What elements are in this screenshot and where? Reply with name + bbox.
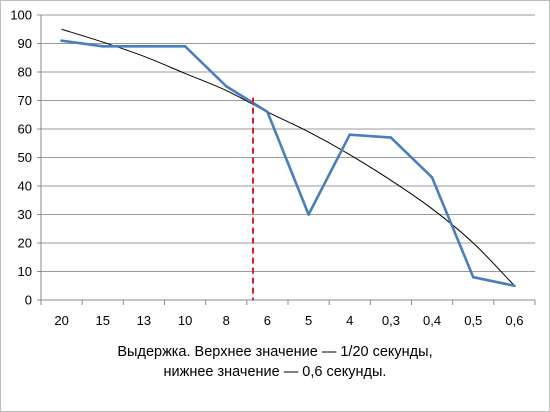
y-tick-label-40: 40 xyxy=(18,179,32,194)
x-tick-label-2: 13 xyxy=(137,313,151,328)
x-tick-label-5: 6 xyxy=(264,313,271,328)
data-point-0-10 xyxy=(471,275,475,279)
data-point-0-4 xyxy=(224,84,228,88)
data-point-0-0 xyxy=(60,39,63,42)
x-tick-label-6: 5 xyxy=(305,313,312,328)
x-tick-label-8: 0,3 xyxy=(382,313,400,328)
y-tick-label-50: 50 xyxy=(18,150,32,165)
y-tick-label-30: 30 xyxy=(18,207,32,222)
x-axis-caption: Выдержка. Верхнее значение — 1/20 секунд… xyxy=(1,342,549,382)
y-tick-label-10: 10 xyxy=(18,264,32,279)
data-point-0-9 xyxy=(430,176,434,179)
data-point-0-11 xyxy=(513,284,516,288)
data-point-0-3 xyxy=(183,45,187,48)
x-tick-label-11: 0,6 xyxy=(505,313,523,328)
trend-curve xyxy=(61,28,515,287)
x-tick-label-9: 0,4 xyxy=(423,313,441,328)
x-tick-label-0: 20 xyxy=(54,313,68,328)
x-tick-label-3: 10 xyxy=(178,313,192,328)
y-tick-label-20: 20 xyxy=(18,236,32,251)
data-point-0-6 xyxy=(307,213,310,216)
data-point-0-7 xyxy=(348,133,352,136)
y-tick-label-80: 80 xyxy=(18,65,32,80)
caption-line-2: нижнее значение — 0,6 секунды. xyxy=(163,364,387,380)
y-tick-label-90: 90 xyxy=(18,36,32,51)
x-tick-label-7: 4 xyxy=(346,313,353,328)
y-tick-label-100: 100 xyxy=(10,8,32,23)
data-point-0-5 xyxy=(266,110,269,114)
data-point-0-1 xyxy=(101,45,105,48)
y-tick-label-0: 0 xyxy=(25,293,32,308)
data-point-0-8 xyxy=(389,136,393,139)
x-tick-label-10: 0,5 xyxy=(464,313,482,328)
x-tick-label-1: 15 xyxy=(96,313,110,328)
series-line-0 xyxy=(60,39,516,288)
data-point-0-2 xyxy=(142,45,146,48)
y-tick-label-60: 60 xyxy=(18,122,32,137)
caption-line-1: Выдержка. Верхнее значение — 1/20 секунд… xyxy=(117,344,433,360)
y-tick-label-70: 70 xyxy=(18,93,32,108)
x-tick-label-4: 8 xyxy=(223,313,230,328)
